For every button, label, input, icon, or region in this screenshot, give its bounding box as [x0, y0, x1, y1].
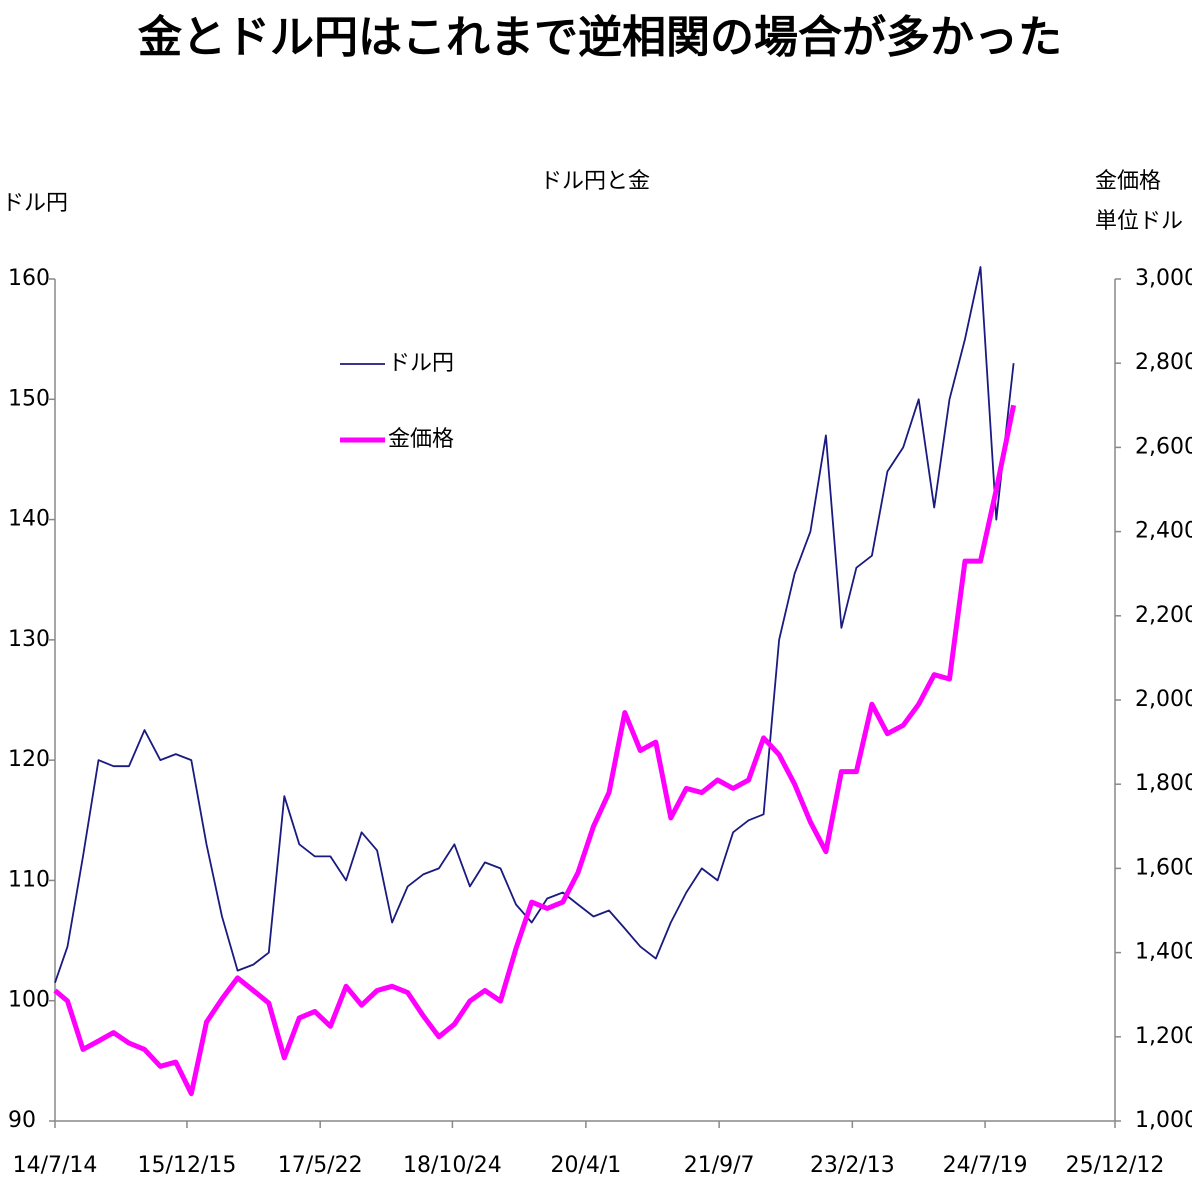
- line-series: [53, 404, 1017, 1097]
- x-tick-label: 20/4/1: [550, 1153, 621, 1178]
- y2-tick-label: 2,200: [1135, 603, 1192, 628]
- legend-label: ドル円: [388, 351, 454, 376]
- y-tick-label: 90: [8, 1108, 36, 1133]
- x-tick-label: 15/12/15: [138, 1153, 237, 1178]
- y-axis-label: ドル円: [2, 191, 68, 216]
- x-tick-label: 14/7/14: [13, 1153, 98, 1178]
- y2-axis-label: 単位ドル: [1095, 209, 1183, 234]
- y2-tick-label: 1,200: [1135, 1024, 1192, 1049]
- y2-tick-label: 2,000: [1135, 687, 1192, 712]
- y2-tick-label: 3,000: [1135, 266, 1192, 291]
- y2-tick-label: 2,400: [1135, 519, 1192, 544]
- y-tick-label: 130: [8, 627, 50, 652]
- chart-title: 金とドル円はこれまで逆相関の場合が多かった: [137, 12, 1062, 63]
- y-tick-label: 160: [8, 266, 50, 291]
- y2-tick-label: 1,800: [1135, 771, 1192, 796]
- y2-tick-label: 2,600: [1135, 434, 1192, 459]
- y-tick-label: 140: [8, 507, 50, 532]
- y-tick-label: 120: [8, 747, 50, 772]
- y2-tick-label: 1,600: [1135, 855, 1192, 880]
- chart-subtitle: ドル円と金: [540, 169, 650, 194]
- x-tick-label: 17/5/22: [278, 1153, 363, 1178]
- legend-label: 金価格: [388, 427, 454, 452]
- x-tick-label: 24/7/19: [943, 1153, 1028, 1178]
- y-tick-label: 150: [8, 386, 50, 411]
- y2-tick-label: 1,400: [1135, 940, 1192, 965]
- y2-axis-label: 金価格: [1095, 169, 1161, 194]
- y2-tick-label: 1,000: [1135, 1108, 1192, 1133]
- x-tick-label: 18/10/24: [403, 1153, 502, 1178]
- x-tick-label: 21/9/7: [684, 1153, 755, 1178]
- y-tick-label: 100: [8, 988, 50, 1013]
- x-tick-label: 23/2/13: [810, 1153, 895, 1178]
- y-tick-label: 110: [8, 867, 50, 892]
- x-tick-label: 25/12/12: [1066, 1153, 1165, 1178]
- y2-tick-label: 2,800: [1135, 350, 1192, 375]
- line-series: [54, 266, 1015, 983]
